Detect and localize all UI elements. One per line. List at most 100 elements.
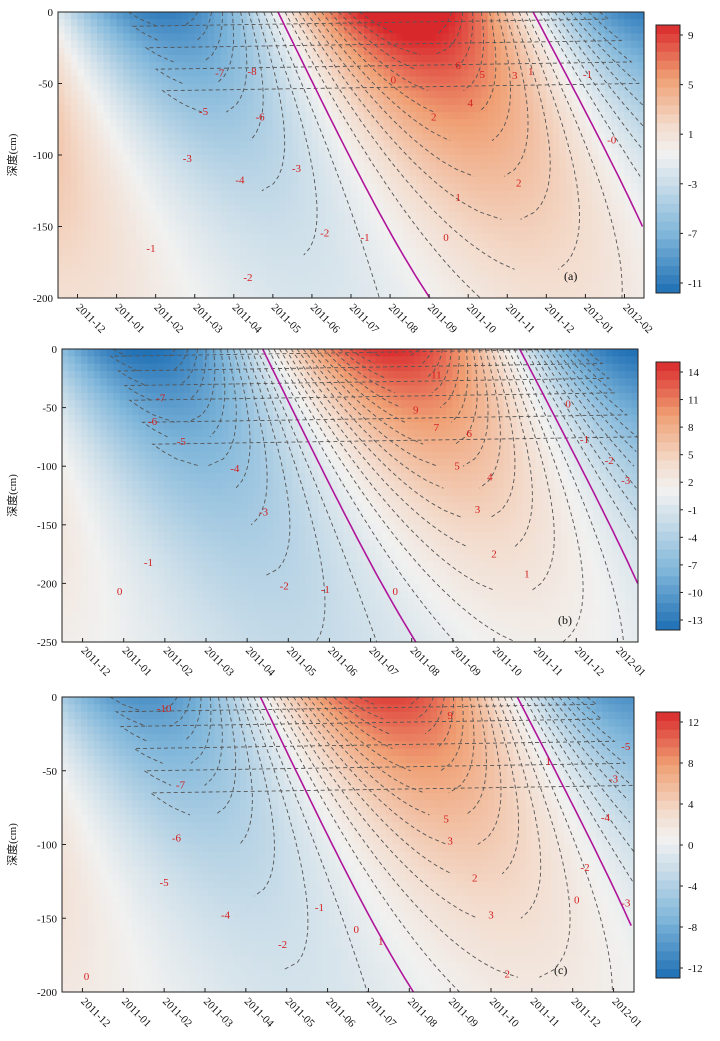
heatmap-cell bbox=[170, 444, 178, 453]
heatmap-cell bbox=[409, 12, 417, 20]
heatmap-cell bbox=[123, 104, 131, 113]
heatmap-cell bbox=[94, 363, 101, 372]
heatmap-cell bbox=[539, 155, 547, 163]
heatmap-cell bbox=[435, 97, 443, 106]
heatmap-cell bbox=[162, 33, 170, 42]
heatmap-cell bbox=[429, 262, 437, 270]
heatmap-cell bbox=[119, 598, 127, 606]
heatmap-cell bbox=[539, 276, 547, 285]
heatmap-cell bbox=[77, 247, 85, 256]
heatmap-cell bbox=[201, 126, 209, 135]
heatmap-cell bbox=[396, 26, 404, 35]
heatmap-cell bbox=[220, 83, 228, 92]
heatmap-cell bbox=[202, 363, 210, 372]
heatmap-cell bbox=[396, 205, 404, 213]
heatmap-cell bbox=[403, 197, 411, 206]
heatmap-cell bbox=[337, 133, 346, 142]
heatmap-cell bbox=[247, 576, 255, 584]
contour-label: -3 bbox=[292, 163, 302, 175]
heatmap-cell bbox=[110, 255, 118, 263]
heatmap-cell bbox=[272, 47, 280, 56]
heatmap-cell bbox=[259, 176, 267, 185]
heatmap-cell bbox=[357, 205, 365, 213]
heatmap-cell bbox=[151, 561, 159, 570]
heatmap-cell bbox=[565, 255, 573, 263]
heatmap-cell bbox=[461, 290, 469, 298]
heatmap-cell bbox=[129, 140, 137, 149]
heatmap-cell bbox=[136, 140, 144, 149]
heatmap-cell bbox=[520, 83, 528, 92]
heatmap-cell bbox=[266, 90, 274, 99]
heatmap-cell bbox=[162, 205, 170, 213]
heatmap-cell bbox=[578, 233, 586, 242]
heatmap-cell bbox=[383, 69, 391, 77]
heatmap-cell bbox=[416, 19, 424, 27]
heatmap-cell bbox=[164, 539, 172, 548]
heatmap-cell bbox=[513, 247, 521, 256]
heatmap-cell bbox=[507, 83, 515, 92]
heatmap-cell bbox=[357, 226, 365, 235]
heatmap-cell bbox=[591, 12, 600, 20]
heatmap-cell bbox=[298, 133, 307, 142]
heatmap-cell bbox=[337, 155, 346, 163]
heatmap-cell bbox=[214, 140, 222, 149]
heatmap-cell bbox=[222, 414, 229, 423]
heatmap-cell bbox=[116, 162, 124, 170]
heatmap-cell bbox=[71, 290, 79, 298]
heatmap-cell bbox=[240, 26, 248, 35]
heatmap-cell bbox=[234, 598, 242, 606]
heatmap-cell bbox=[123, 140, 131, 149]
isotherm-line bbox=[161, 12, 640, 113]
heatmap-cell bbox=[442, 262, 450, 270]
heatmap-cell bbox=[455, 90, 463, 99]
heatmap-cell bbox=[246, 290, 254, 298]
heatmap-cell bbox=[202, 451, 210, 460]
heatmap-cell bbox=[481, 40, 489, 49]
heatmap-cell bbox=[305, 219, 313, 228]
heatmap-cell bbox=[370, 176, 378, 185]
colorbar-tick-label: 5 bbox=[688, 80, 694, 92]
heatmap-cell bbox=[448, 197, 456, 206]
heatmap-cell bbox=[74, 444, 82, 453]
heatmap-cell bbox=[520, 205, 528, 213]
heatmap-cell bbox=[377, 233, 385, 242]
heatmap-cell bbox=[266, 76, 274, 85]
heatmap-cell bbox=[181, 126, 189, 135]
heatmap-cell bbox=[272, 283, 280, 292]
heatmap-cell bbox=[337, 76, 346, 85]
heatmap-cell bbox=[344, 104, 352, 113]
heatmap-cell bbox=[247, 532, 255, 541]
heatmap-cell bbox=[370, 183, 378, 192]
heatmap-cell bbox=[285, 169, 293, 178]
heatmap-cell bbox=[474, 112, 482, 120]
heatmap-cell bbox=[370, 33, 378, 42]
heatmap-cell bbox=[164, 532, 172, 541]
heatmap-cell bbox=[222, 517, 229, 526]
heatmap-cell bbox=[207, 183, 215, 192]
heatmap-cell bbox=[604, 26, 613, 35]
colorbar-band bbox=[656, 51, 680, 62]
heatmap-cell bbox=[585, 12, 593, 20]
heatmap-cell bbox=[246, 47, 254, 56]
heatmap-cell bbox=[119, 502, 127, 511]
heatmap-cell bbox=[233, 283, 241, 292]
heatmap-cell bbox=[539, 54, 547, 63]
heatmap-cell bbox=[500, 126, 508, 135]
heatmap-cell bbox=[164, 458, 172, 467]
heatmap-cell bbox=[202, 554, 210, 563]
heatmap-cell bbox=[546, 104, 554, 113]
heatmap-cell bbox=[259, 283, 267, 292]
heatmap-cell bbox=[103, 104, 111, 113]
heatmap-cell bbox=[526, 54, 534, 63]
heatmap-cell bbox=[383, 176, 391, 185]
heatmap-cell bbox=[194, 205, 202, 213]
heatmap-cell bbox=[132, 473, 140, 482]
heatmap-cell bbox=[100, 620, 108, 628]
heatmap-cell bbox=[546, 112, 554, 120]
heatmap-cell bbox=[62, 436, 69, 445]
heatmap-cell bbox=[110, 212, 118, 220]
heatmap-cell bbox=[116, 255, 124, 263]
heatmap-cell bbox=[170, 605, 178, 614]
heatmap-cell bbox=[175, 226, 183, 235]
heatmap-cell bbox=[292, 197, 300, 206]
